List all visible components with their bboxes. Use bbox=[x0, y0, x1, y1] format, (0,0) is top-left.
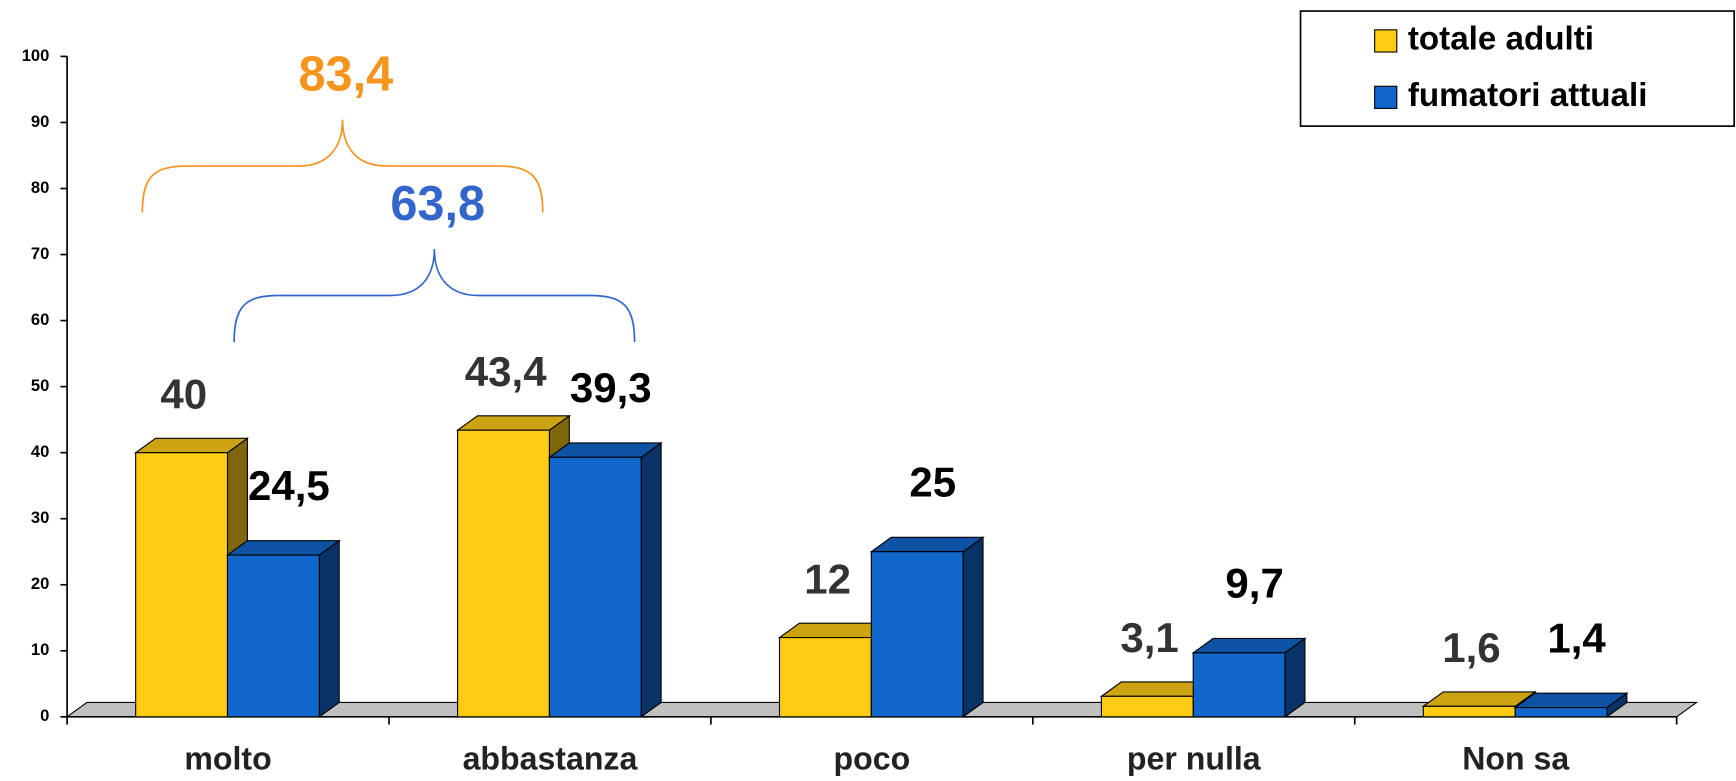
bar-top bbox=[869, 536, 985, 553]
y-tick-label: 60 bbox=[31, 310, 49, 329]
y-tick-label: 70 bbox=[31, 244, 49, 263]
value-label: 39,3 bbox=[570, 364, 652, 411]
y-tick-label: 20 bbox=[31, 574, 49, 593]
bar-top bbox=[455, 415, 572, 431]
bar-front bbox=[548, 456, 642, 718]
bar-front bbox=[226, 554, 320, 718]
y-tick-label: 100 bbox=[22, 46, 50, 65]
y-tick-label: 10 bbox=[31, 640, 49, 659]
bar-top bbox=[225, 540, 341, 556]
x-tick-label: poco bbox=[834, 741, 911, 777]
bracket bbox=[141, 119, 544, 213]
bar-top bbox=[1191, 637, 1307, 654]
value-label: 24,5 bbox=[248, 462, 330, 509]
bar-side bbox=[962, 536, 984, 718]
y-tick-label: 90 bbox=[31, 112, 49, 131]
y-tick-label: 40 bbox=[31, 442, 49, 461]
x-tick-label: Non sa bbox=[1462, 741, 1570, 777]
bar bbox=[225, 539, 341, 718]
bar-front bbox=[870, 551, 964, 718]
bar-top bbox=[1513, 692, 1629, 709]
value-label: 43,4 bbox=[465, 348, 547, 395]
legend-swatch bbox=[1374, 29, 1398, 53]
bar-top bbox=[1421, 691, 1537, 707]
value-label: 1,6 bbox=[1442, 624, 1500, 671]
bar-front bbox=[135, 452, 229, 718]
value-label: 1,4 bbox=[1547, 614, 1606, 661]
legend-swatch bbox=[1374, 85, 1398, 109]
bar-top bbox=[547, 442, 663, 458]
annotation: 83,4 bbox=[299, 47, 394, 101]
bar bbox=[869, 536, 985, 718]
legend-label: totale adulti bbox=[1408, 21, 1594, 58]
x-tick-label: abbastanza bbox=[463, 741, 639, 777]
bar bbox=[547, 441, 663, 718]
x-tick-label: molto bbox=[184, 741, 271, 777]
bar-front bbox=[1192, 652, 1286, 718]
bar-front bbox=[1100, 695, 1194, 718]
value-label: 40 bbox=[160, 370, 207, 417]
bar-side bbox=[640, 441, 662, 718]
bracket bbox=[233, 249, 636, 342]
bar bbox=[1191, 637, 1307, 718]
y-tick-label: 50 bbox=[31, 376, 49, 395]
bar-front bbox=[778, 637, 872, 718]
value-label: 3,1 bbox=[1120, 614, 1178, 661]
y-tick-label: 80 bbox=[31, 178, 49, 197]
x-tick-label: per nulla bbox=[1127, 741, 1262, 777]
bar bbox=[1513, 692, 1629, 718]
value-label: 12 bbox=[804, 555, 851, 602]
legend-label: fumatori attuali bbox=[1408, 77, 1648, 114]
bar-top bbox=[133, 437, 250, 454]
bar-front bbox=[1514, 707, 1608, 718]
annotation: 63,8 bbox=[390, 177, 485, 231]
value-label: 25 bbox=[909, 458, 956, 505]
legend-box bbox=[1299, 10, 1736, 127]
y-tick-label: 0 bbox=[40, 706, 49, 725]
y-tick-label: 30 bbox=[31, 508, 49, 527]
bar-side bbox=[318, 539, 340, 718]
value-label: 9,7 bbox=[1225, 560, 1283, 607]
bar-front bbox=[457, 429, 550, 718]
bar-front bbox=[1422, 705, 1516, 718]
